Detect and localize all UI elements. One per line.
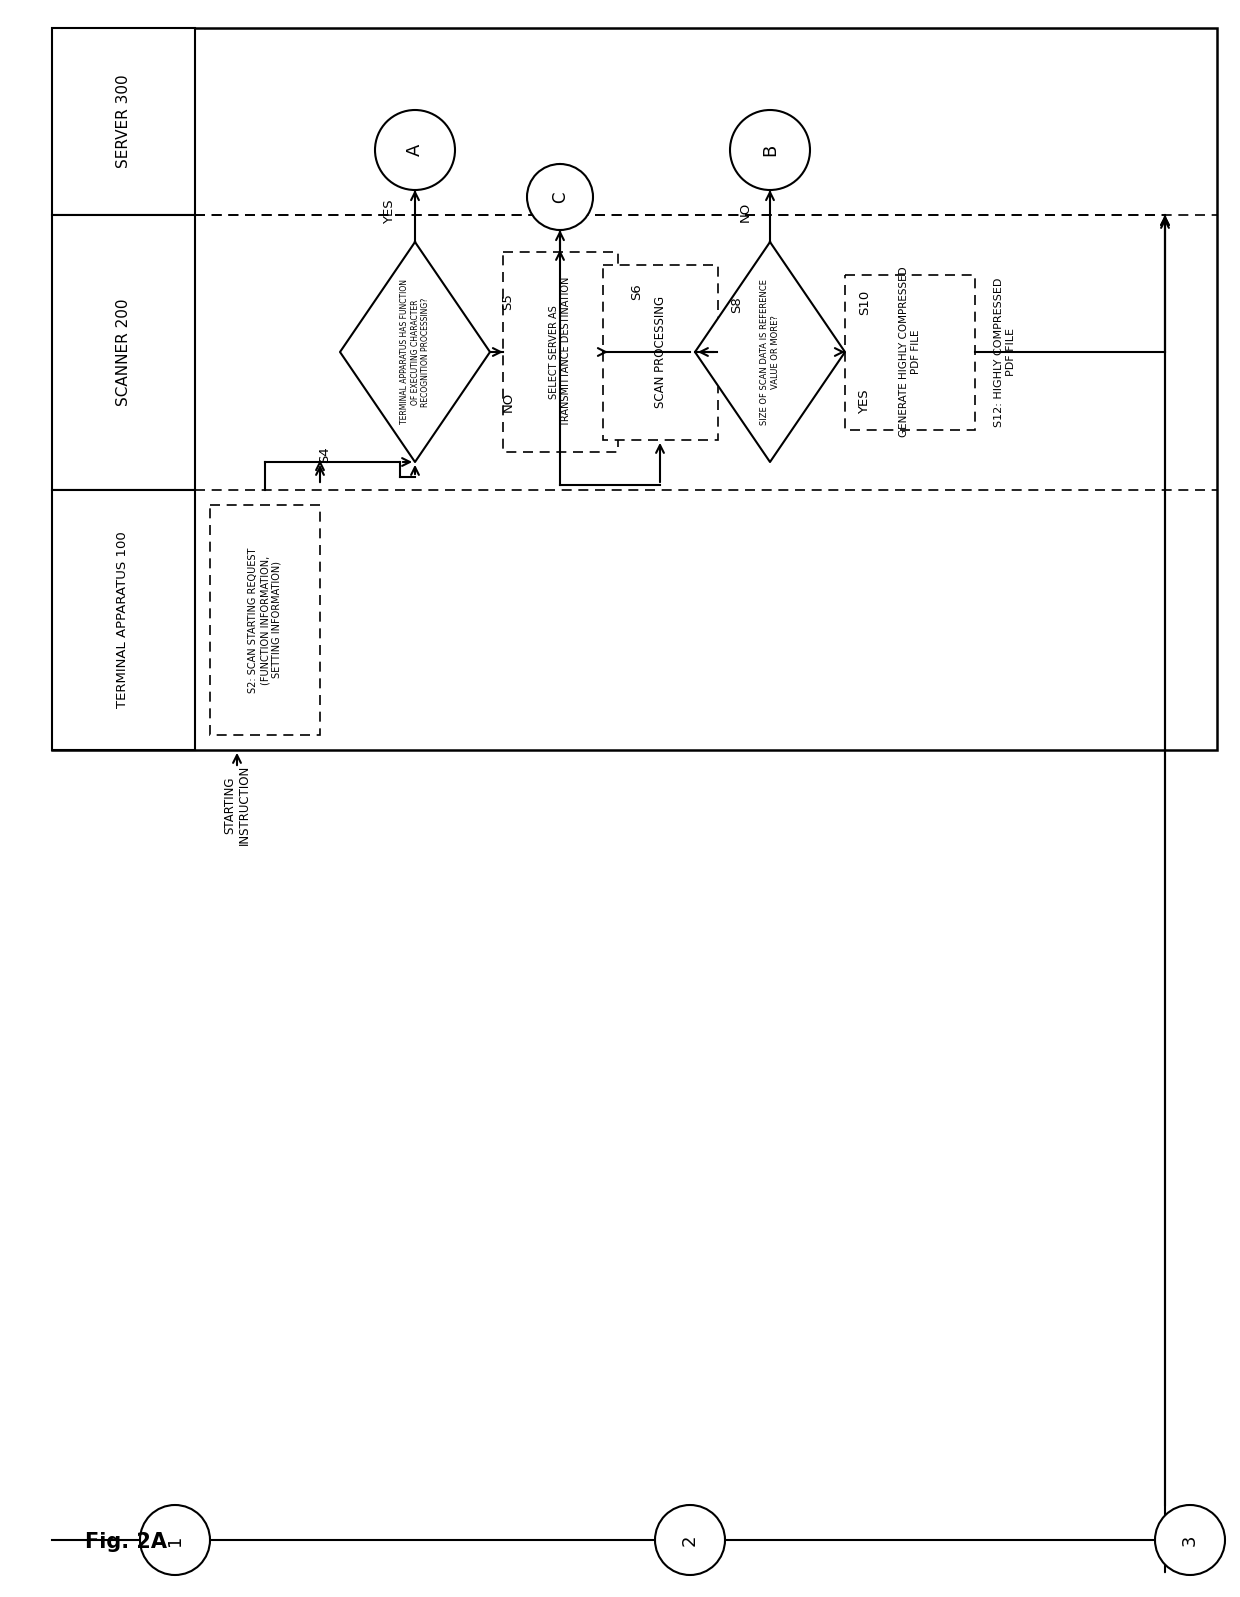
Polygon shape (340, 243, 490, 462)
Text: S8: S8 (730, 297, 744, 313)
Bar (52, 29, 195, 216)
Text: S12: HIGHLY COMPRESSED
PDF FILE: S12: HIGHLY COMPRESSED PDF FILE (994, 278, 1016, 426)
Text: SCAN PROCESSING: SCAN PROCESSING (653, 295, 667, 409)
Bar (503, 252, 618, 452)
Text: GENERATE HIGHLY COMPRESSED
PDF FILE: GENERATE HIGHLY COMPRESSED PDF FILE (899, 267, 921, 438)
Bar (52, 490, 195, 751)
Text: SIZE OF SCAN DATA IS REFERENCE
VALUE OR MORE?: SIZE OF SCAN DATA IS REFERENCE VALUE OR … (760, 279, 780, 425)
Text: SERVER 300: SERVER 300 (115, 73, 130, 168)
Text: TERMINAL APPARATUS HAS FUNCTION
OF EXECUTING CHARACTER
RECOGNITION PROCESSING?: TERMINAL APPARATUS HAS FUNCTION OF EXECU… (401, 279, 430, 425)
Text: 3: 3 (1180, 1535, 1199, 1546)
Circle shape (527, 164, 593, 230)
Circle shape (655, 1504, 725, 1575)
Text: YES: YES (383, 200, 397, 224)
Text: S6: S6 (630, 284, 644, 300)
Text: 2: 2 (681, 1535, 699, 1546)
Polygon shape (694, 243, 844, 462)
Text: S5: S5 (501, 294, 515, 310)
Text: S4: S4 (319, 447, 331, 463)
Circle shape (374, 110, 455, 190)
Text: STARTING
INSTRUCTION: STARTING INSTRUCTION (223, 765, 250, 845)
Text: B: B (761, 144, 779, 157)
Text: C: C (551, 192, 569, 203)
Text: 1: 1 (166, 1535, 184, 1546)
Circle shape (140, 1504, 210, 1575)
Text: A: A (405, 144, 424, 157)
Text: S2: SCAN STARTING REQUEST
(FUNCTION INFORMATION,
SETTING INFORMATION): S2: SCAN STARTING REQUEST (FUNCTION INFO… (248, 548, 281, 693)
Bar (844, 275, 975, 430)
Text: TERMINAL APPARATUS 100: TERMINAL APPARATUS 100 (117, 532, 129, 709)
Circle shape (730, 110, 810, 190)
Text: YES: YES (858, 390, 872, 414)
Text: SELECT SERVER AS
TRANSMITTANCE DESTINATION: SELECT SERVER AS TRANSMITTANCE DESTINATI… (549, 276, 570, 426)
Text: SCANNER 200: SCANNER 200 (115, 299, 130, 406)
Circle shape (1154, 1504, 1225, 1575)
Bar (603, 265, 718, 441)
Bar (52, 29, 1216, 751)
Bar (52, 216, 195, 490)
Text: NO: NO (501, 391, 515, 412)
Text: NO: NO (739, 201, 751, 222)
Text: Fig. 2A: Fig. 2A (86, 1532, 167, 1552)
Text: S10: S10 (858, 289, 872, 315)
Bar (210, 505, 320, 735)
